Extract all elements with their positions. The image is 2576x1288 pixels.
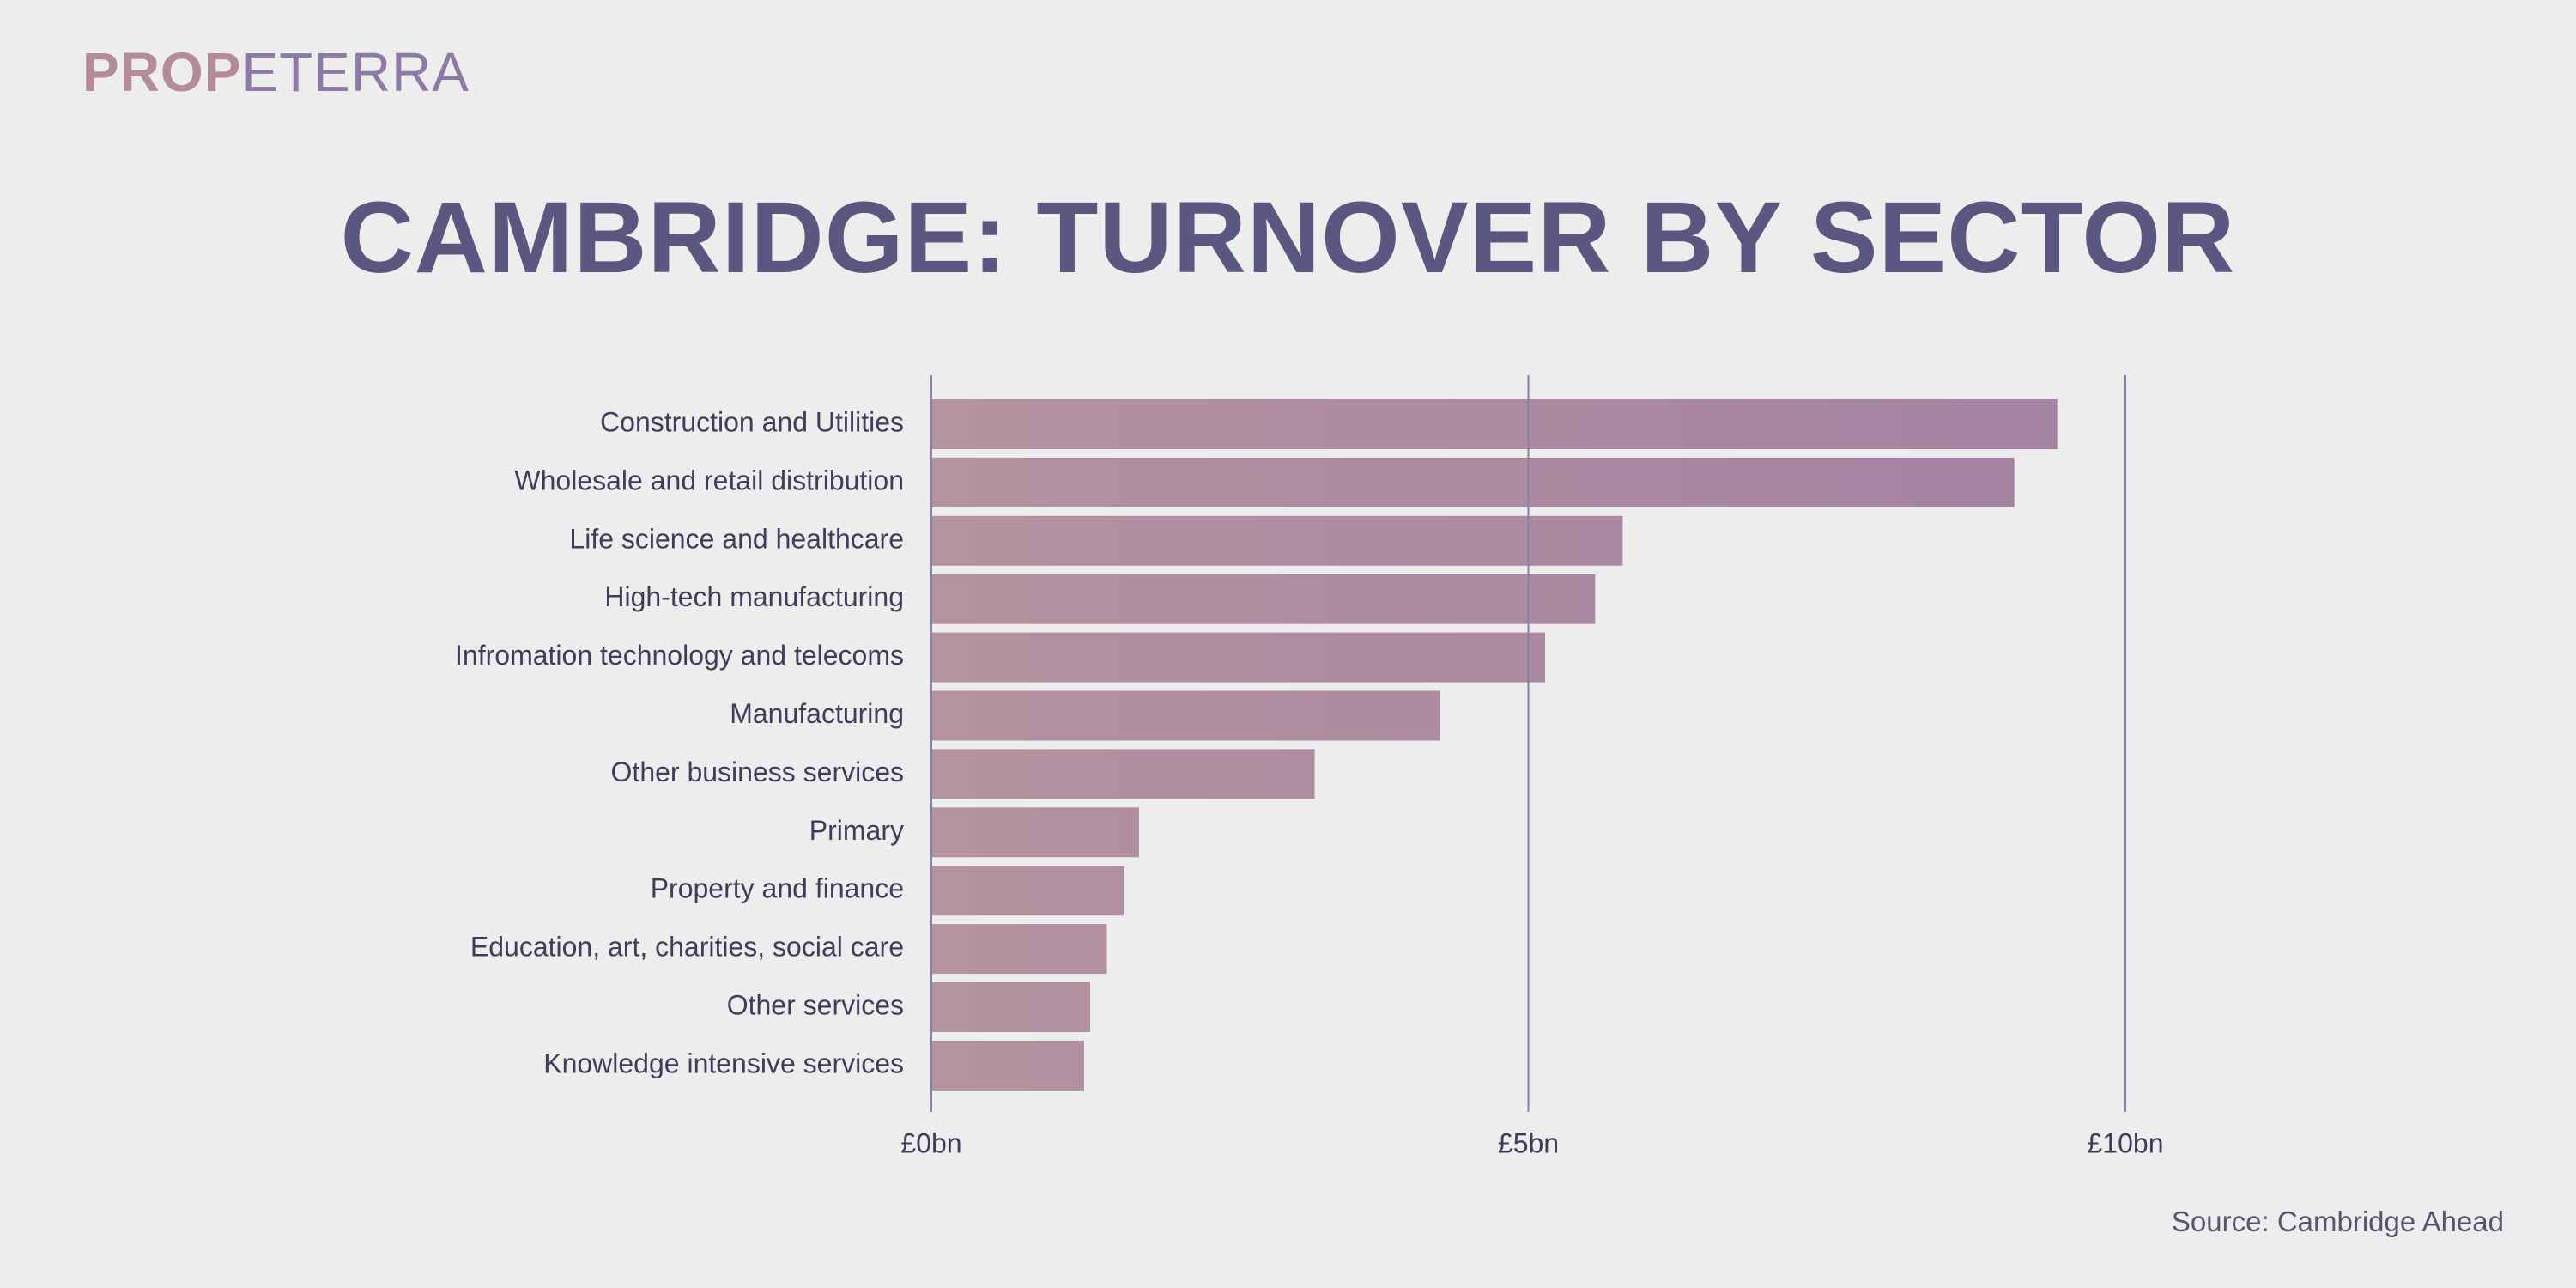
category-label-9: Property and finance [651,873,904,904]
category-label-12: Knowledge intensive services [543,1048,904,1078]
category-label-10: Education, art, charities, social care [470,932,904,963]
bar-2 [931,457,2015,507]
category-label-5: Infromation technology and telecoms [455,640,904,671]
bar-5 [931,632,1545,683]
logo-part2: ETERRA [241,41,470,103]
category-label-7: Other business services [611,756,904,787]
bar-7 [931,749,1315,799]
category-label-3: Life science and healthcare [569,523,904,554]
category-label-8: Primary [809,815,904,846]
category-label-11: Other services [727,989,904,1020]
category-label-1: Construction and Utilities [600,406,904,437]
category-label-6: Manufacturing [730,698,904,729]
chart-title: CAMBRIDGE: TURNOVER BY SECTOR [340,181,2236,295]
bar-11 [931,982,1090,1032]
bar-8 [931,807,1139,858]
propeterra-logo: PROPETERRA [82,45,470,100]
bar-9 [931,866,1124,916]
bar-1 [931,399,2058,449]
x-tick-label-2: £5bn [1498,1127,1559,1158]
bar-10 [931,924,1107,975]
x-tick-label-1: £0bn [900,1127,961,1158]
bar-6 [931,690,1440,741]
bar-3 [931,515,1623,566]
bar-4 [931,574,1596,624]
logo-part1: PROP [82,41,242,103]
x-tick-label-3: £10bn [2088,1127,2164,1158]
category-label-4: High-tech manufacturing [604,581,904,612]
category-label-2: Wholesale and retail distribution [514,465,904,495]
source-note: Source: Cambridge Ahead [2171,1206,2504,1237]
bar-12 [931,1040,1084,1091]
